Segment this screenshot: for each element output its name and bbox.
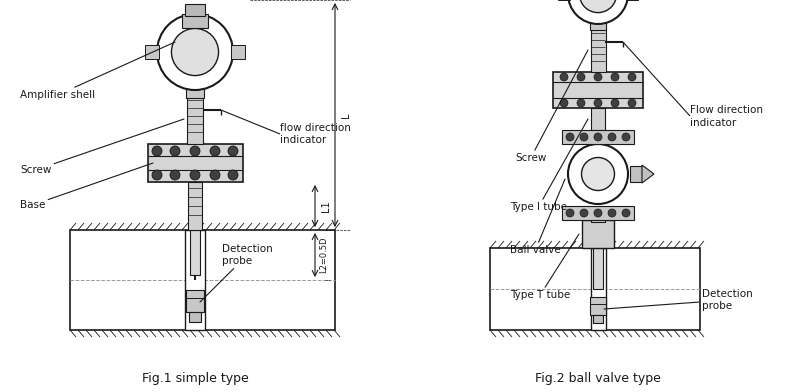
Text: indicator: indicator (690, 118, 736, 128)
Circle shape (580, 133, 588, 141)
Bar (593, 248, 603, 289)
Text: Detection
probe: Detection probe (200, 244, 273, 302)
Circle shape (622, 133, 630, 141)
Circle shape (628, 73, 636, 81)
Circle shape (568, 144, 628, 204)
Bar (590, 16, 606, 30)
Circle shape (210, 146, 220, 156)
Circle shape (594, 99, 602, 107)
Circle shape (594, 209, 602, 217)
Circle shape (152, 170, 162, 180)
Circle shape (608, 209, 616, 217)
Bar (593, 315, 603, 323)
Bar (189, 312, 201, 322)
Text: Ball valve: Ball valve (510, 179, 565, 255)
Circle shape (628, 99, 636, 107)
Bar (490, 248, 700, 330)
Bar (148, 144, 243, 182)
Bar (591, 28, 606, 72)
Bar (187, 94, 203, 144)
Text: Screw: Screw (515, 50, 588, 163)
Circle shape (210, 170, 220, 180)
Text: Type I tube: Type I tube (510, 119, 588, 212)
Bar (591, 108, 605, 130)
Bar (186, 80, 204, 98)
Text: Fig.2 ball valve type: Fig.2 ball valve type (535, 372, 661, 385)
Bar (190, 230, 200, 275)
Bar (182, 14, 208, 28)
Bar (630, 166, 642, 182)
Text: L2=0.5D: L2=0.5D (319, 237, 328, 273)
Circle shape (190, 170, 200, 180)
Bar (231, 45, 245, 59)
Circle shape (611, 99, 619, 107)
Circle shape (170, 146, 180, 156)
Circle shape (566, 133, 574, 141)
Text: Type T tube: Type T tube (510, 234, 579, 300)
Bar (185, 4, 205, 16)
Circle shape (566, 209, 574, 217)
Bar (562, 206, 634, 220)
Circle shape (580, 209, 588, 217)
Bar (591, 208, 605, 222)
Bar (188, 182, 202, 230)
Circle shape (611, 73, 619, 81)
Text: Screw: Screw (20, 119, 184, 175)
Text: Base: Base (20, 163, 153, 210)
Bar (590, 297, 606, 315)
Bar (591, 248, 606, 330)
Bar (582, 220, 614, 248)
Circle shape (170, 170, 180, 180)
Text: Flow direction: Flow direction (690, 105, 763, 115)
Text: flow direction: flow direction (280, 123, 351, 133)
Text: Detection
probe: Detection probe (604, 289, 753, 311)
Circle shape (568, 0, 628, 24)
Bar (553, 72, 643, 108)
Circle shape (157, 14, 233, 90)
Circle shape (171, 29, 218, 76)
Polygon shape (642, 165, 654, 183)
Circle shape (622, 209, 630, 217)
Circle shape (594, 133, 602, 141)
Circle shape (577, 73, 585, 81)
Text: L1: L1 (321, 200, 331, 212)
Bar (185, 230, 205, 330)
Bar (70, 230, 335, 330)
Circle shape (582, 158, 614, 191)
Circle shape (152, 146, 162, 156)
Text: L: L (341, 112, 351, 118)
Circle shape (577, 99, 585, 107)
Circle shape (228, 146, 238, 156)
Bar (562, 130, 634, 144)
Text: indicator: indicator (280, 135, 326, 145)
Circle shape (579, 0, 617, 13)
Bar (145, 45, 159, 59)
Circle shape (228, 170, 238, 180)
Bar (186, 290, 204, 312)
Text: Amplifier shell: Amplifier shell (20, 42, 175, 100)
Circle shape (190, 146, 200, 156)
Circle shape (594, 73, 602, 81)
Text: Fig.1 simple type: Fig.1 simple type (142, 372, 248, 385)
Text: Amplifier shell: Amplifier shell (0, 391, 1, 392)
Circle shape (560, 99, 568, 107)
Circle shape (560, 73, 568, 81)
Circle shape (608, 133, 616, 141)
